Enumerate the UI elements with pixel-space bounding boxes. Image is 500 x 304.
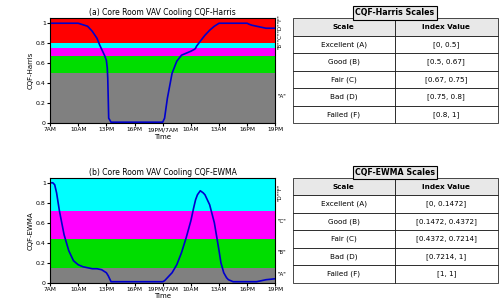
Bar [50, 43, 276, 48]
Text: "C": "C" [278, 219, 286, 224]
Bar [50, 56, 276, 73]
Title: (b) Core Room VAV Cooling CQF-EWMA: (b) Core Room VAV Cooling CQF-EWMA [89, 168, 236, 177]
Bar [50, 211, 276, 239]
Y-axis label: CQF-Harris: CQF-Harris [27, 52, 33, 89]
X-axis label: Time: Time [154, 134, 171, 140]
Bar [50, 178, 276, 211]
Text: "B": "B" [278, 250, 286, 255]
Text: "B""C""D""F": "B""C""D""F" [278, 15, 282, 49]
X-axis label: Time: Time [154, 293, 171, 299]
Bar [50, 268, 276, 283]
Text: "A": "A" [278, 272, 286, 278]
Title: (a) Core Room VAV Cooling CQF-Harris: (a) Core Room VAV Cooling CQF-Harris [90, 9, 236, 17]
Title: CQF-Harris Scales: CQF-Harris Scales [356, 9, 434, 17]
Bar [50, 73, 276, 123]
Bar [50, 239, 276, 268]
Title: CQF-EWMA Scales: CQF-EWMA Scales [355, 168, 435, 177]
Bar [50, 18, 276, 43]
Y-axis label: CQF-EWMA: CQF-EWMA [27, 211, 33, 250]
Text: "D""F": "D""F" [278, 184, 282, 201]
Text: "A": "A" [278, 95, 286, 99]
Bar [50, 48, 276, 56]
